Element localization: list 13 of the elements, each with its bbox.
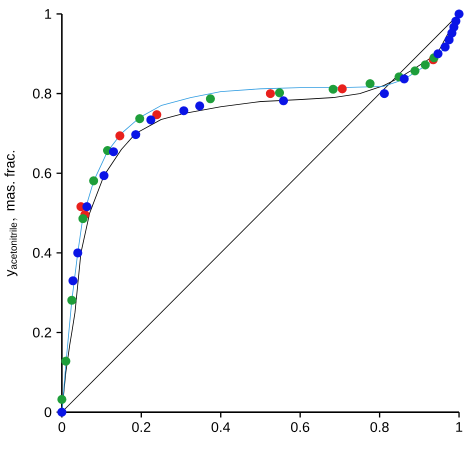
x-tick-label: 0.4 bbox=[212, 422, 230, 432]
x-tick-label: 0.6 bbox=[291, 422, 310, 432]
y-tick-label: 0.2 bbox=[32, 328, 52, 338]
y-tick-label: 1 bbox=[45, 9, 52, 19]
y-tick-label: 0.8 bbox=[32, 88, 52, 99]
x-tick-label: 0.8 bbox=[370, 422, 389, 432]
x-tick-label: 1 bbox=[456, 422, 462, 432]
x-tick-label: 0.2 bbox=[132, 422, 150, 432]
y-tick-label: 0.4 bbox=[32, 248, 52, 258]
y-axis-title: $\mathrm{y}_{\mathrm{acetonitrile}}\mathrm{,\ mas.\ frac.}$ bbox=[4, 150, 18, 276]
x-tick-label: 0 bbox=[58, 422, 66, 432]
y-tick-label: 0 bbox=[44, 407, 52, 418]
y-tick-label: 0.6 bbox=[32, 168, 52, 178]
